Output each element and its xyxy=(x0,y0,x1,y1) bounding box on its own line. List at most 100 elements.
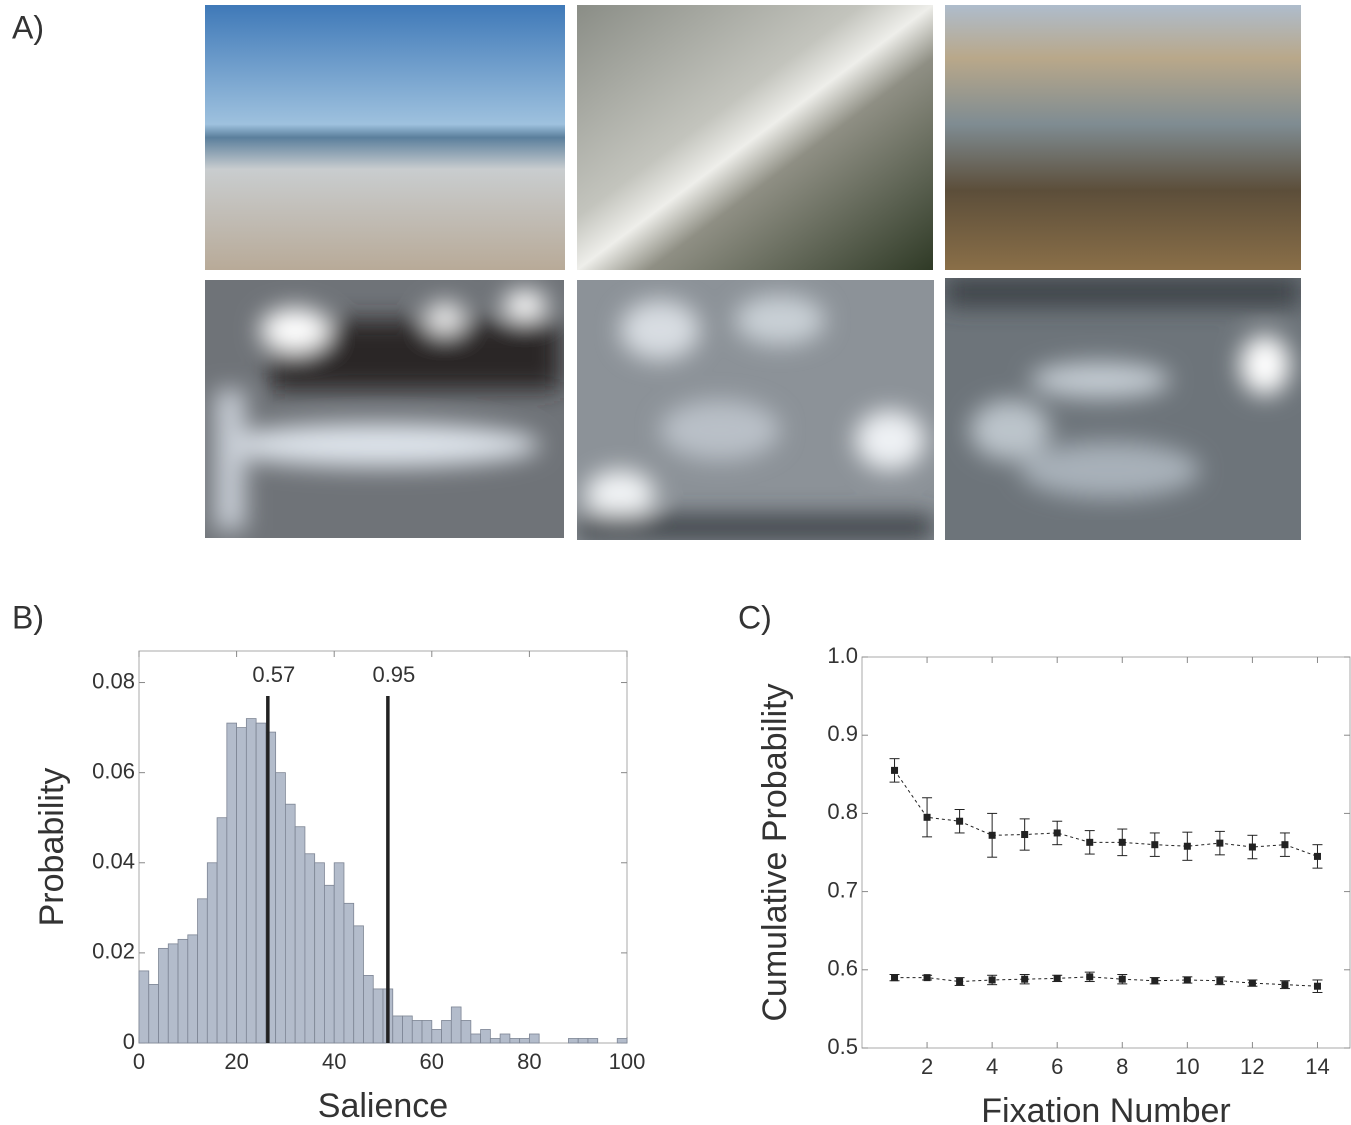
point xyxy=(1281,841,1289,849)
bar xyxy=(167,943,179,1044)
panel-label: A) xyxy=(12,9,44,45)
bar xyxy=(333,862,345,1044)
point xyxy=(956,817,964,825)
point xyxy=(1118,975,1126,983)
point xyxy=(891,974,899,982)
bar xyxy=(148,984,159,1044)
x-tick-label: 0 xyxy=(133,1049,145,1074)
point xyxy=(1216,839,1224,847)
point xyxy=(1313,852,1321,860)
bar xyxy=(460,1020,472,1044)
point xyxy=(1248,979,1256,987)
bar xyxy=(187,934,198,1044)
bar xyxy=(324,884,335,1044)
bar xyxy=(402,1015,413,1044)
y-tick-label: 0.8 xyxy=(827,799,858,824)
point xyxy=(1183,842,1191,850)
bar xyxy=(353,925,364,1044)
point xyxy=(1053,829,1061,837)
y-tick-label: 0.02 xyxy=(92,939,135,964)
series-line xyxy=(894,976,1318,987)
threshold-label: 0.57 xyxy=(252,662,295,687)
bar xyxy=(372,988,384,1044)
bar xyxy=(480,1029,491,1044)
saliency-map-3 xyxy=(945,278,1301,540)
bar xyxy=(568,1038,579,1044)
bar xyxy=(294,826,306,1044)
x-tick-label: 80 xyxy=(517,1049,541,1074)
point xyxy=(988,976,996,984)
bar xyxy=(616,1038,628,1044)
bar xyxy=(255,722,267,1044)
x-axis-label: Fixation Number xyxy=(981,1092,1230,1125)
photos xyxy=(205,5,1301,270)
y-tick-label: 0.04 xyxy=(92,849,135,874)
point xyxy=(1053,974,1061,982)
x-tick-label: 60 xyxy=(420,1049,444,1074)
panel-label: B) xyxy=(12,599,44,635)
y-tick-label: 0.7 xyxy=(827,877,858,902)
y-tick-label: 0.6 xyxy=(827,956,858,981)
x-tick-label: 20 xyxy=(224,1049,248,1074)
bar xyxy=(216,817,228,1044)
saliency-map-2 xyxy=(577,280,934,540)
bar xyxy=(206,862,218,1044)
bar xyxy=(470,1033,481,1044)
bar xyxy=(489,1038,501,1044)
point xyxy=(1151,841,1159,849)
series-line xyxy=(894,770,1318,857)
x-tick-label: 6 xyxy=(1051,1054,1063,1079)
point xyxy=(923,813,931,821)
y-tick-label: 0.5 xyxy=(827,1034,858,1059)
x-axis-label: Salience xyxy=(318,1087,448,1125)
bar xyxy=(177,938,189,1044)
point xyxy=(1021,831,1029,839)
bar xyxy=(197,898,208,1044)
point xyxy=(923,974,931,982)
point xyxy=(956,978,964,986)
bar xyxy=(304,853,316,1044)
bar xyxy=(158,947,169,1044)
y-tick-label: 0.06 xyxy=(92,758,135,783)
point xyxy=(1281,981,1289,989)
x-tick-label: 10 xyxy=(1175,1054,1199,1079)
point xyxy=(1151,977,1159,985)
x-tick-label: 14 xyxy=(1305,1054,1329,1079)
bar xyxy=(519,1038,530,1044)
point xyxy=(988,831,996,839)
bar xyxy=(421,1020,433,1044)
point xyxy=(1248,843,1256,851)
point xyxy=(891,766,899,774)
point xyxy=(1118,838,1126,846)
point xyxy=(1216,977,1224,985)
x-tick-label: 40 xyxy=(322,1049,346,1074)
x-tick-label: 100 xyxy=(609,1049,646,1074)
panel-label: C) xyxy=(738,599,772,635)
y-tick-label: 0.08 xyxy=(92,668,135,693)
photo-coast xyxy=(945,5,1301,270)
bar xyxy=(450,1006,462,1044)
bar xyxy=(392,1015,403,1044)
x-tick-label: 4 xyxy=(986,1054,998,1079)
bar xyxy=(411,1020,423,1044)
bar xyxy=(529,1033,540,1044)
bar xyxy=(363,975,374,1044)
bar xyxy=(275,772,286,1044)
photo-beach xyxy=(205,5,565,270)
y-tick-label: 0.9 xyxy=(827,721,858,746)
bar xyxy=(236,727,247,1044)
bar xyxy=(587,1038,599,1044)
point xyxy=(1086,838,1094,846)
bar xyxy=(441,1020,452,1044)
point xyxy=(1086,973,1094,981)
bar xyxy=(245,718,257,1044)
bar xyxy=(499,1033,511,1044)
x-tick-label: 8 xyxy=(1116,1054,1128,1079)
photo-waterfall xyxy=(577,5,933,270)
bar xyxy=(431,1029,442,1044)
y-axis-label: Cumulative Probability xyxy=(756,683,794,1021)
point xyxy=(1313,982,1321,990)
y-tick-label: 0 xyxy=(123,1029,135,1054)
x-tick-label: 12 xyxy=(1240,1054,1264,1079)
